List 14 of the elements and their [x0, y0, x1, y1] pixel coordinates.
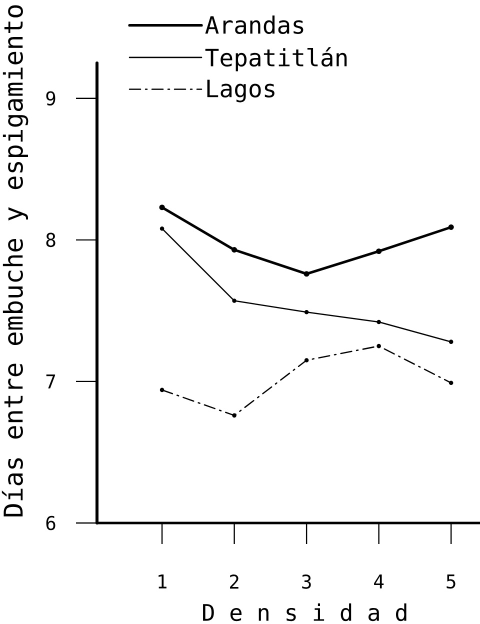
x-tick-label: 5 [446, 574, 456, 589]
legend-label: Arandas [205, 16, 304, 34]
y-axis-title: Días entre embuche y espigamiento [2, 5, 28, 516]
x-tick-label: 2 [230, 574, 238, 589]
legend-label: Lagos [207, 80, 274, 102]
x-tick-label: 4 [374, 574, 384, 588]
y-tick-label: 7 [46, 374, 56, 388]
y-tick-label: 6 [46, 516, 56, 530]
x-axis-title: D e n s i d a d [203, 603, 406, 622]
y-tick-label: 9 [46, 91, 56, 106]
x-tick-label: 3 [302, 574, 311, 589]
y-tick-label: 8 [46, 232, 56, 248]
x-tick-label: 1 [158, 574, 166, 588]
legend-label: Tepatitlán [205, 47, 347, 72]
